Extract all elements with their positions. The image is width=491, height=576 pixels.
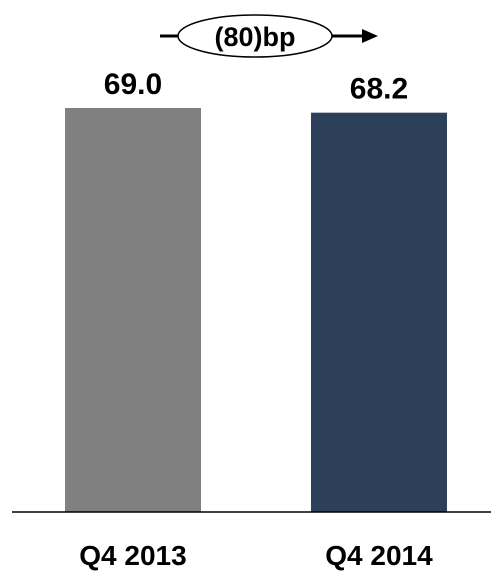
annotation-label: (80)bp [215, 22, 296, 52]
bar-q4-2014 [311, 112, 447, 513]
x-tick-label: Q4 2014 [325, 540, 433, 571]
bar-q4-2013 [65, 108, 201, 512]
annotation-arrowhead [362, 29, 378, 43]
bars-group: 69.0 Q4 2013 68.2 Q4 2014 [65, 68, 447, 571]
data-label: 69.0 [104, 68, 162, 101]
x-tick-label: Q4 2013 [79, 540, 186, 571]
change-annotation: (80)bp [160, 14, 378, 58]
data-label: 68.2 [350, 73, 408, 106]
